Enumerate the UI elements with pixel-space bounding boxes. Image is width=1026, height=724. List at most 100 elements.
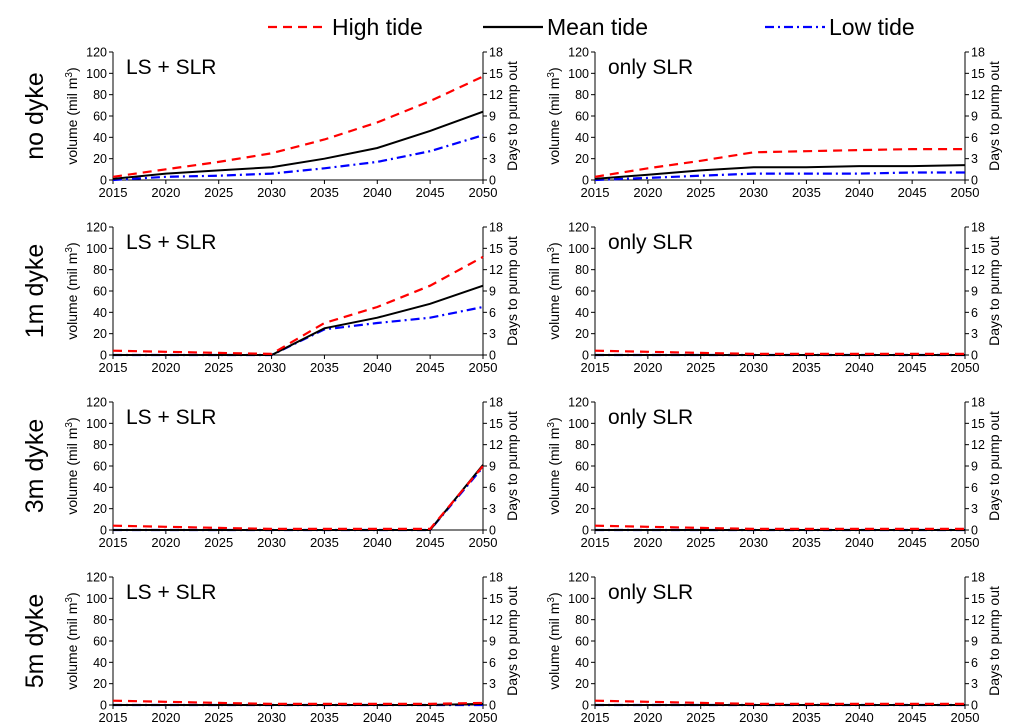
right-tick-label: 12 [971, 438, 985, 452]
left-tick-label: 80 [93, 263, 107, 277]
right-tick-label: 12 [489, 438, 503, 452]
left-axis-label: volume (mil m3) [64, 242, 80, 339]
x-tick-label: 2035 [310, 710, 339, 724]
left-tick-label: 20 [93, 152, 107, 166]
x-tick-label: 2030 [739, 710, 768, 724]
legend-label-0: High tide [332, 14, 423, 40]
right-tick-label: 12 [971, 263, 985, 277]
left-tick-label: 120 [86, 571, 107, 585]
x-tick-label: 2045 [898, 185, 927, 200]
series-high-tide [594, 148, 965, 178]
legend-label-2: Low tide [829, 14, 915, 40]
right-tick-label: 15 [489, 242, 503, 256]
left-tick-label: 40 [93, 656, 107, 670]
right-tick-label: 0 [489, 349, 496, 363]
x-tick-label: 2035 [792, 360, 821, 375]
left-tick-label: 20 [575, 677, 589, 691]
x-tick-label: 2040 [363, 185, 392, 200]
left-tick-label: 0 [582, 174, 589, 188]
left-tick-label: 100 [568, 67, 589, 81]
right-axis-label: Days to pump out [504, 61, 520, 171]
x-tick-label: 2050 [469, 185, 498, 200]
left-axis-label: volume (mil m3) [546, 417, 562, 514]
right-tick-label: 6 [489, 656, 496, 670]
left-tick-label: 20 [575, 502, 589, 516]
x-tick-label: 2025 [686, 360, 715, 375]
x-tick-label: 2040 [363, 710, 392, 724]
left-tick-label: 100 [86, 417, 107, 431]
x-tick-label: 2050 [951, 535, 980, 550]
x-tick-label: 2015 [99, 360, 128, 375]
series-high-tide [112, 465, 484, 531]
x-tick-label: 2020 [151, 710, 180, 724]
right-axis-label: Days to pump out [504, 411, 520, 521]
left-tick-label: 20 [575, 327, 589, 341]
x-tick-label: 2045 [416, 535, 445, 550]
left-tick-label: 60 [575, 110, 589, 124]
right-tick-label: 9 [489, 285, 496, 299]
left-axis-label: volume (mil m3) [546, 592, 562, 689]
left-tick-label: 40 [575, 131, 589, 145]
right-tick-label: 9 [971, 460, 978, 474]
panel-title: LS + SLR [126, 581, 216, 604]
left-tick-label: 80 [575, 88, 589, 102]
x-tick-label: 2045 [898, 710, 927, 724]
right-tick-label: 18 [971, 46, 985, 60]
x-tick-label: 2045 [416, 710, 445, 724]
right-tick-label: 15 [971, 417, 985, 431]
x-tick-label: 2050 [469, 710, 498, 724]
x-tick-label: 2015 [581, 360, 610, 375]
x-tick-label: 2020 [633, 710, 662, 724]
left-tick-label: 0 [582, 349, 589, 363]
x-tick-label: 2025 [204, 185, 233, 200]
right-tick-label: 18 [971, 571, 985, 585]
right-tick-label: 3 [971, 152, 978, 166]
left-axis-label: volume (mil m3) [64, 67, 80, 164]
x-tick-label: 2020 [151, 360, 180, 375]
x-tick-label: 2035 [310, 185, 339, 200]
x-tick-label: 2030 [257, 185, 286, 200]
left-tick-label: 20 [93, 327, 107, 341]
x-tick-label: 2050 [469, 360, 498, 375]
left-tick-label: 60 [575, 460, 589, 474]
left-tick-label: 100 [568, 592, 589, 606]
x-tick-label: 2040 [845, 535, 874, 550]
legend: High tide Mean tide Low tide [268, 14, 915, 40]
right-tick-label: 12 [971, 613, 985, 627]
series-high-tide [112, 699, 484, 706]
right-tick-label: 3 [971, 502, 978, 516]
right-tick-label: 0 [489, 174, 496, 188]
panel-title: LS + SLR [126, 406, 216, 429]
left-tick-label: 80 [575, 613, 589, 627]
series-high-tide [112, 75, 484, 178]
x-tick-label: 2050 [951, 185, 980, 200]
series-high-tide [594, 524, 965, 531]
series-low-tide [594, 171, 965, 182]
right-tick-label: 15 [971, 67, 985, 81]
right-tick-label: 6 [489, 481, 496, 495]
right-axis-label: Days to pump out [986, 411, 1002, 521]
left-tick-label: 60 [93, 110, 107, 124]
panel-title: only SLR [608, 406, 693, 429]
left-tick-label: 120 [86, 396, 107, 410]
x-tick-label: 2030 [739, 185, 768, 200]
panel-title: only SLR [608, 231, 693, 254]
left-tick-label: 80 [93, 438, 107, 452]
series-high-tide [112, 255, 484, 356]
right-tick-label: 0 [971, 174, 978, 188]
row-label: 3m dyke [21, 419, 49, 513]
right-tick-label: 12 [489, 88, 503, 102]
right-tick-label: 0 [971, 349, 978, 363]
left-tick-label: 60 [93, 285, 107, 299]
row-label: no dyke [21, 72, 49, 160]
right-axis-label: Days to pump out [986, 586, 1002, 696]
series-mean-tide [113, 284, 484, 356]
panel-title: only SLR [608, 56, 693, 79]
left-tick-label: 100 [568, 417, 589, 431]
series-mean-tide [594, 164, 966, 180]
left-tick-label: 120 [568, 571, 589, 585]
right-tick-label: 6 [971, 306, 978, 320]
